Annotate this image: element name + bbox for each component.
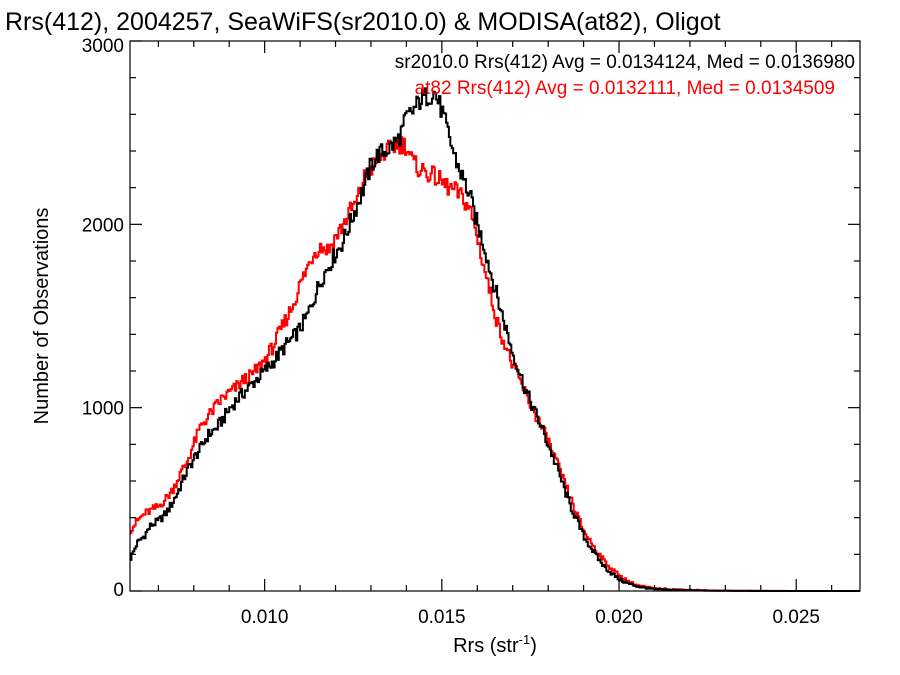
x-axis-label: Rrs (str-1)	[453, 632, 537, 657]
axes-layer: 0.010 0.015 0.020 0.025 0 1000 2000 3000	[82, 36, 860, 628]
y-tick-label: 0	[113, 580, 124, 601]
legend-entry-at82: at82 Rrs(412) Avg = 0.0132111, Med = 0.0…	[415, 78, 835, 99]
y-tick-label: 1000	[82, 399, 124, 420]
legend-entry-sr2010: sr2010.0 Rrs(412) Avg = 0.0134124, Med =…	[395, 52, 855, 73]
x-tick-label: 0.015	[418, 607, 466, 628]
y-tick-label: 3000	[82, 36, 124, 57]
x-axis-label-superscript: -1	[519, 632, 531, 647]
x-axis-label-close: )	[530, 635, 537, 657]
chart-title: Rrs(412), 2004257, SeaWiFS(sr2010.0) & M…	[5, 8, 721, 36]
plot-frame	[129, 40, 861, 592]
y-tick-label: 2000	[82, 215, 124, 236]
x-tick-label: 0.010	[241, 607, 289, 628]
y-axis-label: Number of Observations	[31, 208, 53, 425]
histogram-line-sr2010.0	[130, 87, 860, 592]
series-layer	[130, 87, 860, 592]
legend: sr2010.0 Rrs(412) Avg = 0.0134124, Med =…	[395, 52, 855, 99]
x-tick-label: 0.025	[772, 607, 820, 628]
x-axis-label-main: Rrs (str	[453, 635, 519, 657]
x-tick-label: 0.020	[595, 607, 643, 628]
